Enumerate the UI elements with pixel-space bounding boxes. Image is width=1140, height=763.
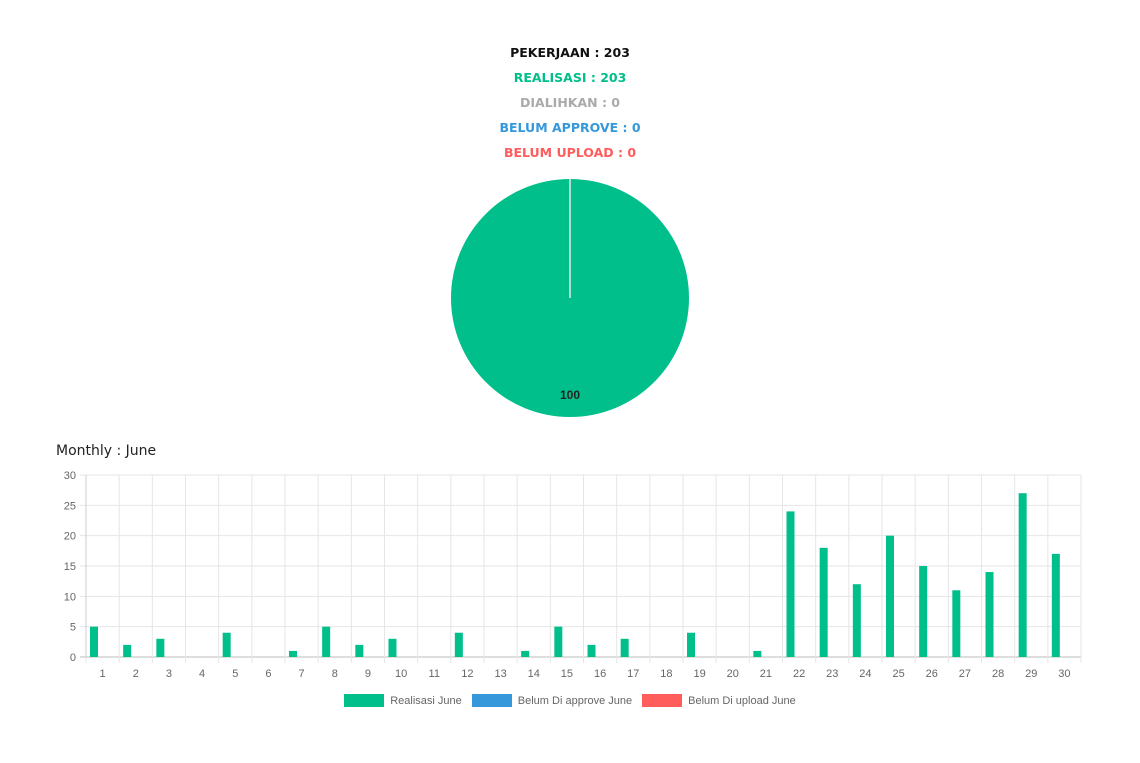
x-tick-label: 26 bbox=[926, 668, 938, 680]
legend-swatch bbox=[642, 694, 683, 707]
y-tick-label: 10 bbox=[64, 591, 76, 603]
bar-realisasi-june-3[interactable] bbox=[156, 638, 165, 657]
x-tick-label: 2 bbox=[133, 668, 139, 680]
belum-upload-total: BELUM UPLOAD : 0 bbox=[503, 145, 637, 160]
bar-realisasi-june-8[interactable] bbox=[322, 626, 331, 657]
x-tick-label: 23 bbox=[826, 668, 838, 680]
legend-label: Belum Di approve June bbox=[517, 694, 633, 707]
y-tick-label: 5 bbox=[70, 622, 76, 634]
bar-realisasi-june-19[interactable] bbox=[687, 632, 695, 657]
x-tick-label: 19 bbox=[693, 668, 705, 680]
bar-realisasi-june-27[interactable] bbox=[952, 590, 961, 657]
x-tick-label: 4 bbox=[199, 668, 205, 680]
bar-realisasi-june-14[interactable] bbox=[521, 650, 530, 657]
x-tick-label: 28 bbox=[992, 668, 1004, 680]
bar-realisasi-june-24[interactable] bbox=[852, 584, 861, 657]
y-tick-label: 15 bbox=[64, 561, 76, 573]
x-tick-label: 15 bbox=[561, 668, 573, 680]
bar-realisasi-june-7[interactable] bbox=[289, 650, 297, 657]
monthly-title: Monthly : June bbox=[56, 443, 157, 459]
x-tick-label: 22 bbox=[793, 668, 805, 680]
x-tick-label: 16 bbox=[594, 668, 606, 680]
x-tick-label: 11 bbox=[429, 668, 440, 680]
bar-realisasi-june-28[interactable] bbox=[985, 572, 994, 657]
bar-realisasi-june-21[interactable] bbox=[753, 650, 762, 657]
y-tick-label: 30 bbox=[64, 470, 76, 482]
bar-realisasi-june-10[interactable] bbox=[388, 638, 397, 657]
x-tick-label: 25 bbox=[892, 668, 904, 680]
pie-chart: 100 bbox=[451, 179, 689, 417]
realisasi-total: REALISASI : 203 bbox=[513, 70, 627, 85]
x-tick-label: 7 bbox=[299, 668, 305, 680]
legend-item-belum-di-approve-june[interactable]: Belum Di approve June bbox=[471, 694, 633, 707]
y-tick-label: 0 bbox=[70, 652, 76, 664]
x-tick-label: 9 bbox=[365, 668, 371, 680]
bar-realisasi-june-16[interactable] bbox=[587, 644, 596, 657]
pekerjaan-total: PEKERJAAN : 203 bbox=[510, 45, 630, 60]
y-tick-label: 20 bbox=[64, 531, 76, 543]
x-tick-label: 18 bbox=[660, 668, 672, 680]
x-tick-label: 3 bbox=[166, 668, 172, 680]
bar-realisasi-june-29[interactable] bbox=[1018, 493, 1027, 657]
x-tick-label: 8 bbox=[332, 668, 338, 680]
bar-realisasi-june-25[interactable] bbox=[886, 535, 894, 657]
pie-data-label: 100 bbox=[560, 388, 580, 402]
x-tick-label: 21 bbox=[760, 668, 772, 680]
x-tick-label: 6 bbox=[265, 668, 271, 680]
bar-realisasi-june-1[interactable] bbox=[90, 626, 98, 657]
bar-realisasi-june-2[interactable] bbox=[123, 644, 132, 657]
bar-realisasi-june-9[interactable] bbox=[355, 644, 364, 657]
x-tick-label: 20 bbox=[727, 668, 739, 680]
x-tick-label: 1 bbox=[100, 668, 106, 680]
legend-swatch bbox=[471, 694, 512, 707]
legend-swatch bbox=[344, 694, 385, 707]
legend-label: Realisasi June bbox=[390, 694, 462, 707]
bar-realisasi-june-30[interactable] bbox=[1051, 553, 1060, 657]
bar-realisasi-june-15[interactable] bbox=[554, 626, 563, 657]
belum-approve-total: BELUM APPROVE : 0 bbox=[499, 120, 641, 135]
x-tick-label: 24 bbox=[859, 668, 871, 680]
x-tick-label: 5 bbox=[232, 668, 238, 680]
x-tick-label: 29 bbox=[1025, 668, 1037, 680]
x-tick-label: 12 bbox=[461, 668, 473, 680]
x-tick-label: 27 bbox=[959, 668, 971, 680]
x-tick-label: 13 bbox=[494, 668, 506, 680]
legend-item-belum-di-upload-june[interactable]: Belum Di upload June bbox=[642, 694, 796, 707]
y-tick-label: 25 bbox=[64, 500, 76, 512]
x-tick-label: 30 bbox=[1058, 668, 1070, 680]
legend-item-realisasi-june[interactable]: Realisasi June bbox=[344, 694, 462, 707]
bar-realisasi-june-12[interactable] bbox=[454, 632, 463, 657]
bar-realisasi-june-5[interactable] bbox=[222, 632, 231, 657]
bar-realisasi-june-17[interactable] bbox=[620, 638, 629, 657]
bar-realisasi-june-22[interactable] bbox=[786, 511, 795, 657]
legend-label: Belum Di upload June bbox=[688, 694, 796, 707]
bar-legend: Realisasi June Belum Di approve June Belum… bbox=[0, 694, 1140, 707]
x-tick-label: 14 bbox=[528, 668, 540, 680]
summary-block: PEKERJAAN : 203 REALISASI : 203 DIALIHKA… bbox=[0, 44, 1140, 169]
x-tick-label: 17 bbox=[627, 668, 639, 680]
bar-realisasi-june-23[interactable] bbox=[819, 547, 828, 657]
dialihkan-total: DIALIHKAN : 0 bbox=[520, 95, 620, 110]
bar-realisasi-june-26[interactable] bbox=[919, 566, 928, 657]
x-tick-label: 10 bbox=[395, 668, 407, 680]
